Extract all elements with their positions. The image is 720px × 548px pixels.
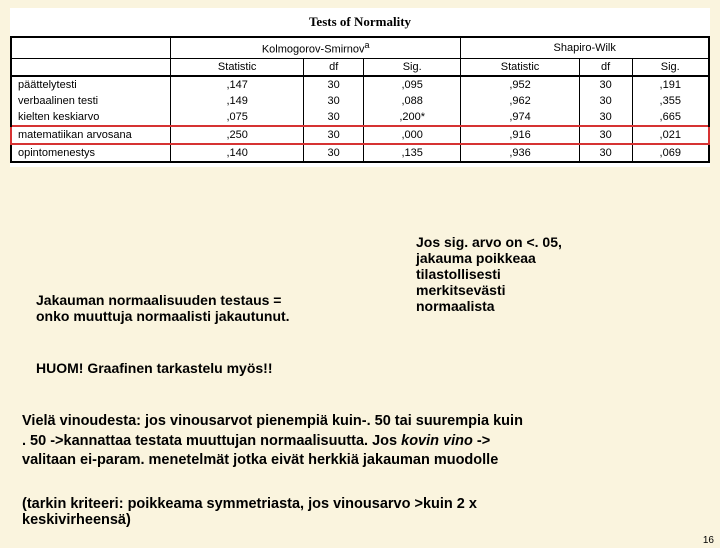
table-row: päättelytesti,14730,095,95230,191 bbox=[11, 76, 709, 93]
table-cell: 30 bbox=[304, 126, 364, 144]
col-sw-df: df bbox=[579, 58, 632, 76]
table-cell: ,936 bbox=[461, 144, 579, 162]
table-cell: matematiikan arvosana bbox=[11, 126, 171, 144]
table-cell: ,200* bbox=[364, 109, 461, 126]
header-row-cols: Statistic df Sig. Statistic df Sig. bbox=[11, 58, 709, 76]
table-cell: ,000 bbox=[364, 126, 461, 144]
table-cell: 30 bbox=[304, 93, 364, 109]
table-cell: 30 bbox=[304, 144, 364, 162]
normality-table-container: Tests of Normality Kolmogorov-Smirnova S… bbox=[10, 8, 710, 167]
table-cell: 30 bbox=[579, 109, 632, 126]
col-sw-stat: Statistic bbox=[461, 58, 579, 76]
table-cell: verbaalinen testi bbox=[11, 93, 171, 109]
table-row: kielten keskiarvo,07530,200*,97430,665 bbox=[11, 109, 709, 126]
table-cell: päättelytesti bbox=[11, 76, 171, 93]
table-cell: ,021 bbox=[632, 126, 709, 144]
col-sw-sig: Sig. bbox=[632, 58, 709, 76]
annotation-criterion: (tarkin kriteeri: poikkeama symmetriasta… bbox=[14, 492, 710, 532]
table-cell: ,095 bbox=[364, 76, 461, 93]
table-cell: ,191 bbox=[632, 76, 709, 93]
table-cell: opintomenestys bbox=[11, 144, 171, 162]
table-cell: ,962 bbox=[461, 93, 579, 109]
table-cell: 30 bbox=[304, 109, 364, 126]
table-row: verbaalinen testi,14930,088,96230,355 bbox=[11, 93, 709, 109]
col-ks-stat: Statistic bbox=[171, 58, 304, 76]
annotation-normality-test: Jakauman normaalisuuden testaus = onko m… bbox=[28, 288, 378, 328]
normality-table: Kolmogorov-Smirnova Shapiro-Wilk Statist… bbox=[10, 36, 710, 163]
table-row: opintomenestys,14030,135,93630,069 bbox=[11, 144, 709, 162]
table-cell: ,974 bbox=[461, 109, 579, 126]
table-cell: ,140 bbox=[171, 144, 304, 162]
header-ks: Kolmogorov-Smirnova bbox=[171, 37, 461, 58]
annotation-graphical-check: HUOM! Graafinen tarkastelu myös!! bbox=[28, 356, 378, 380]
table-cell: ,069 bbox=[632, 144, 709, 162]
table-row: matematiikan arvosana,25030,000,91630,02… bbox=[11, 126, 709, 144]
annotation-skewness: Vielä vinoudesta: jos vinousarvot pienem… bbox=[14, 408, 710, 475]
table-cell: ,135 bbox=[364, 144, 461, 162]
annotation-sig-threshold: Jos sig. arvo on <. 05, jakauma poikkeaa… bbox=[408, 230, 688, 318]
table-cell: 30 bbox=[304, 76, 364, 93]
table-cell: ,088 bbox=[364, 93, 461, 109]
col-ks-sig: Sig. bbox=[364, 58, 461, 76]
table-cell: 30 bbox=[579, 126, 632, 144]
table-cell: 30 bbox=[579, 144, 632, 162]
table-cell: ,147 bbox=[171, 76, 304, 93]
header-sw: Shapiro-Wilk bbox=[461, 37, 709, 58]
table-cell: kielten keskiarvo bbox=[11, 109, 171, 126]
col-ks-df: df bbox=[304, 58, 364, 76]
table-cell: ,355 bbox=[632, 93, 709, 109]
table-cell: 30 bbox=[579, 76, 632, 93]
table-cell: 30 bbox=[579, 93, 632, 109]
table-cell: ,665 bbox=[632, 109, 709, 126]
table-title: Tests of Normality bbox=[10, 12, 710, 36]
table-cell: ,916 bbox=[461, 126, 579, 144]
page-number: 16 bbox=[703, 535, 714, 546]
table-cell: ,250 bbox=[171, 126, 304, 144]
table-cell: ,952 bbox=[461, 76, 579, 93]
header-row-groups: Kolmogorov-Smirnova Shapiro-Wilk bbox=[11, 37, 709, 58]
table-cell: ,075 bbox=[171, 109, 304, 126]
table-cell: ,149 bbox=[171, 93, 304, 109]
